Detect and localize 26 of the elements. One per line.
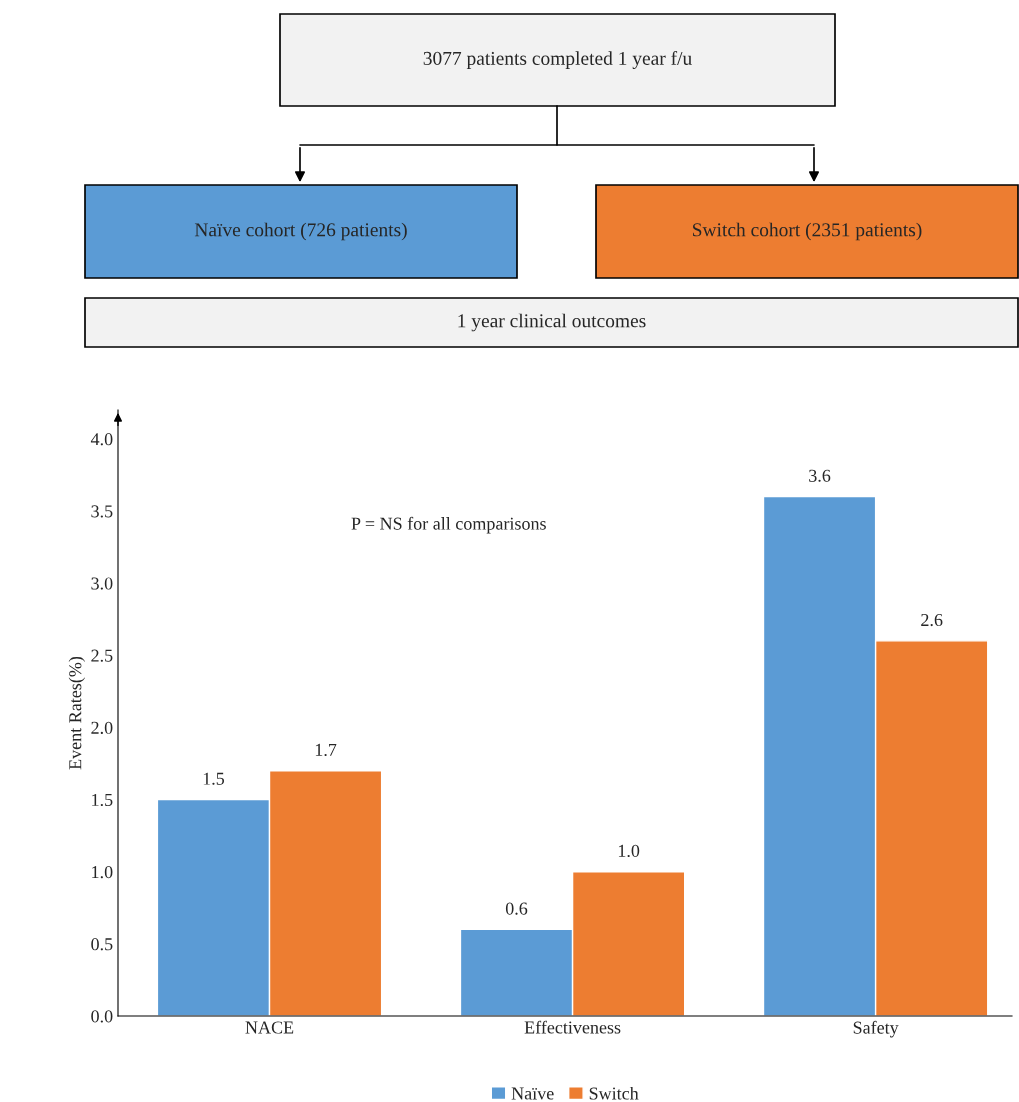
legend-label: Naïve (511, 1087, 554, 1100)
y-axis-title: Event Rates(%) (68, 656, 86, 770)
y-tick-label: 3.0 (91, 577, 113, 590)
text: 3077 patients completed 1 year f/u (423, 51, 692, 69)
data-label: 0.6 (505, 902, 528, 915)
y-tick-label: 0.0 (91, 1010, 113, 1023)
y-tick-label: 0.5 (91, 938, 113, 951)
y-tick-label: 3.5 (91, 505, 113, 518)
data-label: 2.6 (921, 613, 943, 627)
text: Switch cohort (2351 patients) (693, 222, 922, 241)
data-label: 1.7 (315, 743, 337, 757)
annotation: P = NS for all comparisons (351, 516, 546, 534)
y-tick-label: 4.0 (90, 433, 113, 446)
legend-label: Switch (589, 1086, 639, 1100)
x-tick-label: Safety (853, 1020, 899, 1038)
y-tick-label: 2.0 (91, 721, 113, 734)
text: Naïve cohort (726 patients) (194, 222, 407, 241)
x-tick-label: NACE (245, 1021, 294, 1034)
y-tick-label: 1.0 (92, 865, 113, 879)
y-tick-label: 2.5 (91, 649, 113, 662)
data-label: 3.6 (809, 469, 831, 482)
x-tick-label: Effectiveness (524, 1020, 621, 1034)
text: 1 year clinical outcomes (458, 313, 646, 332)
data-label: 1.5 (203, 772, 225, 785)
y-tick-label: 1.5 (92, 793, 113, 807)
data-label: 1.0 (618, 844, 640, 858)
